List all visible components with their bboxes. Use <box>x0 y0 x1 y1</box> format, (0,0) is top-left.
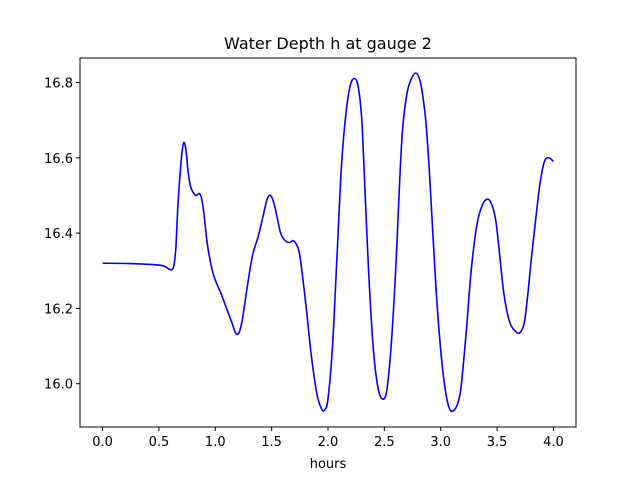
x-tick-label: 1.0 <box>205 435 226 450</box>
y-tick-label: 16.8 <box>44 76 73 91</box>
x-tick-label: 0.5 <box>149 435 170 450</box>
y-tick-label: 16.0 <box>44 378 73 393</box>
y-tick-label: 16.2 <box>44 302 73 317</box>
x-tick-label: 3.5 <box>487 435 508 450</box>
x-axis-label: hours <box>310 457 347 472</box>
y-axis-ticks: 16.0 16.2 16.4 16.6 16.8 <box>44 76 80 393</box>
y-tick-label: 16.6 <box>44 152 73 167</box>
axes-frame <box>79 57 577 428</box>
x-tick-label: 1.5 <box>261 435 282 450</box>
series-line-0 <box>102 72 555 413</box>
y-tick-label: 16.4 <box>44 227 73 242</box>
x-tick-label: 3.0 <box>430 435 451 450</box>
x-axis-ticks: 0.0 0.5 1.0 1.5 2.0 2.5 3.0 3.5 4.0 <box>92 427 564 450</box>
plot-area <box>102 72 555 413</box>
x-tick-label: 2.0 <box>318 435 339 450</box>
chart-title: Water Depth h at gauge 2 <box>224 34 432 53</box>
x-tick-label: 4.0 <box>543 435 564 450</box>
x-tick-label: 0.0 <box>92 435 113 450</box>
x-tick-label: 2.5 <box>374 435 395 450</box>
